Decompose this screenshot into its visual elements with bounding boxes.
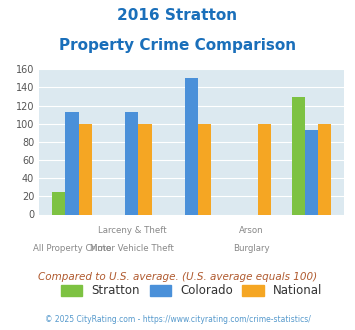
Text: Compared to U.S. average. (U.S. average equals 100): Compared to U.S. average. (U.S. average … (38, 272, 317, 282)
Bar (318, 124, 331, 214)
Text: Arson: Arson (239, 226, 264, 235)
Text: Burglary: Burglary (233, 244, 270, 252)
Bar (52, 192, 65, 214)
Bar (65, 112, 78, 214)
Bar (125, 112, 138, 214)
Text: All Property Crime: All Property Crime (33, 244, 111, 252)
Bar (185, 79, 198, 214)
Bar (292, 97, 305, 214)
Text: Motor Vehicle Theft: Motor Vehicle Theft (90, 244, 174, 252)
Text: 2016 Stratton: 2016 Stratton (118, 8, 237, 23)
Legend: Stratton, Colorado, National: Stratton, Colorado, National (61, 284, 322, 297)
Bar (305, 130, 318, 214)
Bar (258, 124, 271, 214)
Bar (78, 124, 92, 214)
Text: Larceny & Theft: Larceny & Theft (98, 226, 166, 235)
Text: Property Crime Comparison: Property Crime Comparison (59, 38, 296, 53)
Bar (138, 124, 152, 214)
Text: © 2025 CityRating.com - https://www.cityrating.com/crime-statistics/: © 2025 CityRating.com - https://www.city… (45, 315, 310, 324)
Bar (198, 124, 212, 214)
